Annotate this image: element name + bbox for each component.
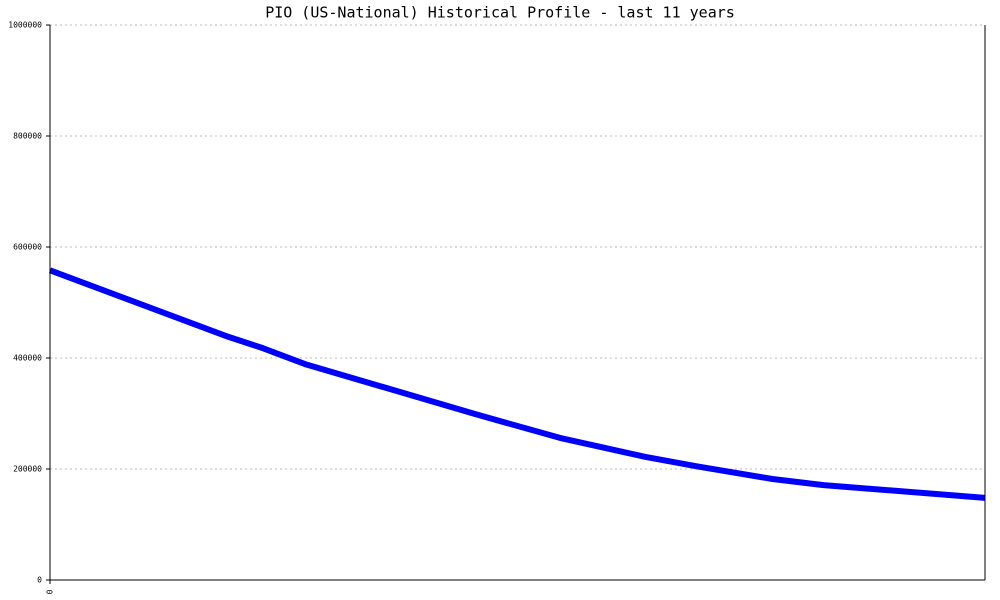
y-tick-label: 1000000	[8, 21, 42, 30]
y-tick-label: 800000	[13, 132, 42, 141]
y-tick-label: 400000	[13, 354, 42, 363]
y-tick-label: 600000	[13, 243, 42, 252]
plot	[48, 267, 986, 501]
chart-title: PIO (US-National) Historical Profile - l…	[265, 4, 735, 22]
grid	[50, 24, 985, 581]
x-tick-label: 0	[46, 589, 55, 594]
y-tick-label: 200000	[13, 465, 42, 474]
y-tick-label: 0	[37, 576, 42, 585]
data-line	[48, 267, 986, 501]
